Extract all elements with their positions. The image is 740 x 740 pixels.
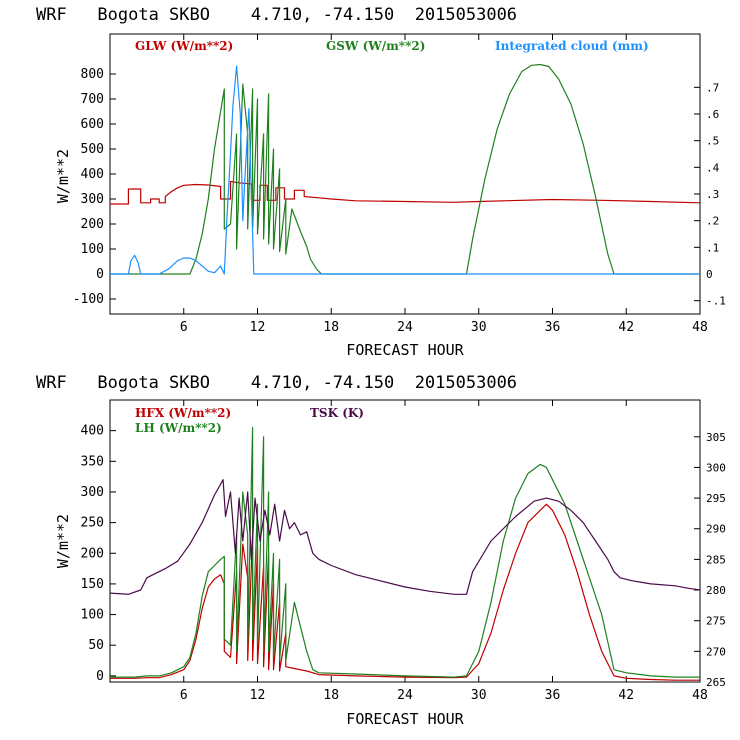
bottom-plot-frame bbox=[109, 399, 701, 683]
bottom-legend-lh: LH (W/m**2) bbox=[135, 421, 222, 435]
x-tick-label: 30 bbox=[471, 320, 487, 335]
y-tick-label: 700 bbox=[81, 92, 104, 107]
y-tick-label: 500 bbox=[81, 142, 104, 157]
x-tick-label: 6 bbox=[180, 320, 188, 335]
y-tick-label: 300 bbox=[81, 485, 104, 500]
y-tick-label: 200 bbox=[81, 217, 104, 232]
bottom-chart-panel: WRF Bogota SKBO 4.710, -74.150 201505300… bbox=[36, 373, 726, 728]
x-tick-label: 12 bbox=[250, 320, 266, 335]
y2-tick-label: 285 bbox=[706, 553, 726, 566]
series-line-1-0 bbox=[110, 503, 700, 681]
y2-tick-label: 305 bbox=[706, 431, 726, 444]
y-tick-label: 250 bbox=[81, 516, 104, 531]
top-y-axis-label: W/m**2 bbox=[54, 149, 72, 203]
y-tick-label: 0 bbox=[96, 267, 104, 282]
x-tick-label: 18 bbox=[323, 688, 339, 703]
y2-tick-label: 270 bbox=[706, 645, 726, 658]
y2-tick-label: 295 bbox=[706, 492, 726, 505]
top-legend-gsw: GSW (W/m**2) bbox=[326, 39, 425, 53]
top-legend-cloud: Integrated cloud (mm) bbox=[495, 39, 649, 53]
x-tick-label: 36 bbox=[545, 320, 561, 335]
x-tick-label: 30 bbox=[471, 688, 487, 703]
x-tick-label: 42 bbox=[618, 320, 634, 335]
top-plot-frame bbox=[109, 33, 701, 315]
bottom-legend-tsk: TSK (K) bbox=[310, 406, 364, 420]
y-tick-label: 200 bbox=[81, 546, 104, 561]
y-tick-label: 300 bbox=[81, 192, 104, 207]
y2-tick-label: .1 bbox=[706, 241, 719, 254]
bottom-chart-title: WRF Bogota SKBO 4.710, -74.150 201505300… bbox=[36, 373, 517, 393]
series-line-1-1 bbox=[110, 427, 700, 678]
top-chart-panel: WRF Bogota SKBO 4.710, -74.150 201505300… bbox=[36, 5, 726, 359]
top-legend-glw: GLW (W/m**2) bbox=[135, 39, 233, 53]
y2-tick-label: .5 bbox=[706, 135, 719, 148]
y-tick-label: 800 bbox=[81, 67, 104, 82]
y-tick-label: 600 bbox=[81, 117, 104, 132]
y-tick-label: -100 bbox=[73, 292, 104, 307]
x-tick-label: 24 bbox=[397, 688, 413, 703]
y2-tick-label: .7 bbox=[706, 81, 719, 94]
x-tick-label: 42 bbox=[618, 688, 634, 703]
x-tick-label: 36 bbox=[545, 688, 561, 703]
series-line-0-2 bbox=[110, 65, 700, 275]
y-tick-label: 350 bbox=[81, 454, 104, 469]
series-line-0-0 bbox=[110, 180, 701, 205]
y-tick-label: 0 bbox=[96, 669, 104, 684]
y2-tick-label: .3 bbox=[706, 188, 719, 201]
x-tick-label: 48 bbox=[692, 320, 708, 335]
y2-tick-label: .4 bbox=[706, 161, 720, 174]
top-chart-title: WRF Bogota SKBO 4.710, -74.150 201505300… bbox=[36, 5, 517, 25]
x-tick-label: 18 bbox=[323, 320, 339, 335]
y-tick-label: 150 bbox=[81, 577, 104, 592]
y2-tick-label: 275 bbox=[706, 615, 726, 628]
y-tick-label: 400 bbox=[81, 167, 104, 182]
y2-tick-label: 265 bbox=[706, 676, 726, 689]
series-line-0-1 bbox=[110, 63, 700, 275]
bottom-x-axis-label: FORECAST HOUR bbox=[346, 710, 464, 728]
bottom-legend-hfx: HFX (W/m**2) bbox=[135, 406, 231, 420]
x-tick-label: 48 bbox=[692, 688, 708, 703]
bottom-y-axis-label: W/m**2 bbox=[54, 514, 72, 568]
x-tick-label: 12 bbox=[250, 688, 266, 703]
x-tick-label: 24 bbox=[397, 320, 413, 335]
y-tick-label: 100 bbox=[81, 242, 104, 257]
y2-tick-label: .6 bbox=[706, 108, 719, 121]
top-x-axis-label: FORECAST HOUR bbox=[346, 341, 464, 359]
y-tick-label: 400 bbox=[81, 424, 104, 439]
y2-tick-label: 280 bbox=[706, 584, 726, 597]
series-line-1-2 bbox=[109, 479, 701, 595]
y2-tick-label: 300 bbox=[706, 461, 726, 474]
y-tick-label: 50 bbox=[88, 638, 104, 653]
y2-tick-label: 290 bbox=[706, 523, 726, 536]
y2-tick-label: 0 bbox=[706, 268, 713, 281]
y-tick-label: 100 bbox=[81, 608, 104, 623]
y2-tick-label: -.1 bbox=[706, 295, 726, 308]
x-tick-label: 6 bbox=[180, 688, 188, 703]
y2-tick-label: .2 bbox=[706, 215, 719, 228]
